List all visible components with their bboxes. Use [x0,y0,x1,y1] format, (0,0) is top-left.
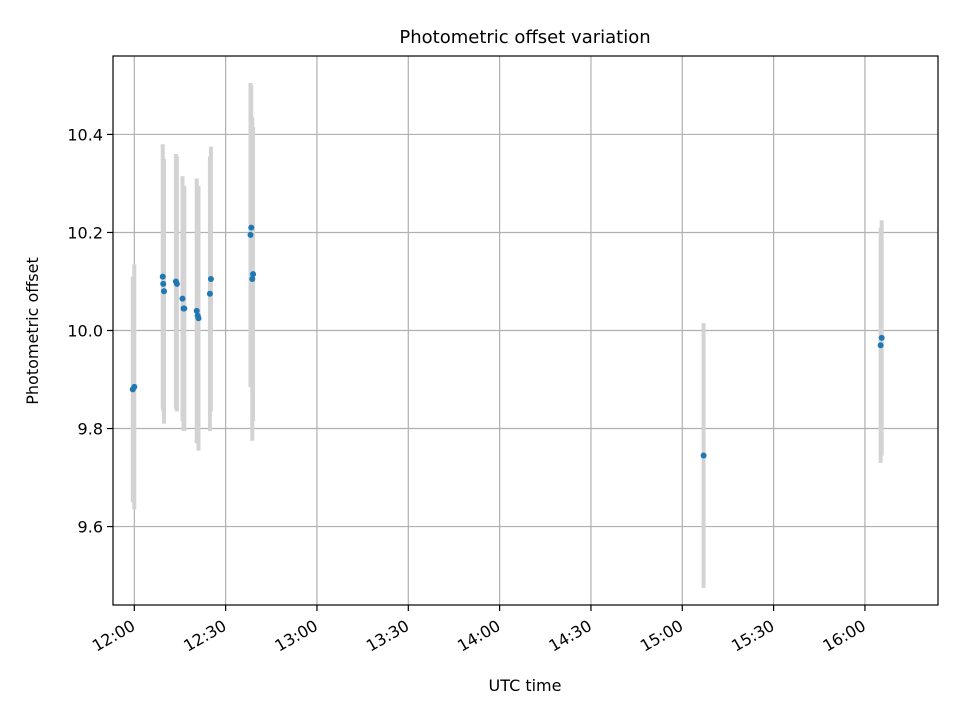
data-point [160,288,167,295]
data-point [160,280,167,287]
data-point [131,383,138,390]
data-point [248,224,255,231]
y-tick-label: 10.2 [67,223,103,242]
y-tick-label: 10.4 [67,125,103,144]
y-axis-ticks: 9.6 9.8 10.0 10.2 10.4 [67,125,113,537]
x-axis-label: UTC time [489,676,562,695]
data-points [129,224,885,459]
y-tick-label: 9.6 [78,518,103,537]
y-tick-label: 9.8 [78,420,103,439]
data-point [250,271,257,278]
data-point [878,334,885,341]
data-point [877,342,884,349]
chart-title: Photometric offset variation [399,27,650,48]
data-point [159,273,166,280]
data-point [193,307,200,314]
data-point [173,280,180,287]
y-tick-label: 10.0 [67,322,103,341]
data-point [207,276,214,283]
data-point [700,452,707,459]
data-point [179,295,186,302]
y-axis-label: Photometric offset [23,257,42,405]
data-point [195,315,202,322]
data-point [181,305,188,312]
data-point [247,231,254,238]
data-point [206,290,213,297]
data-point [249,276,256,283]
